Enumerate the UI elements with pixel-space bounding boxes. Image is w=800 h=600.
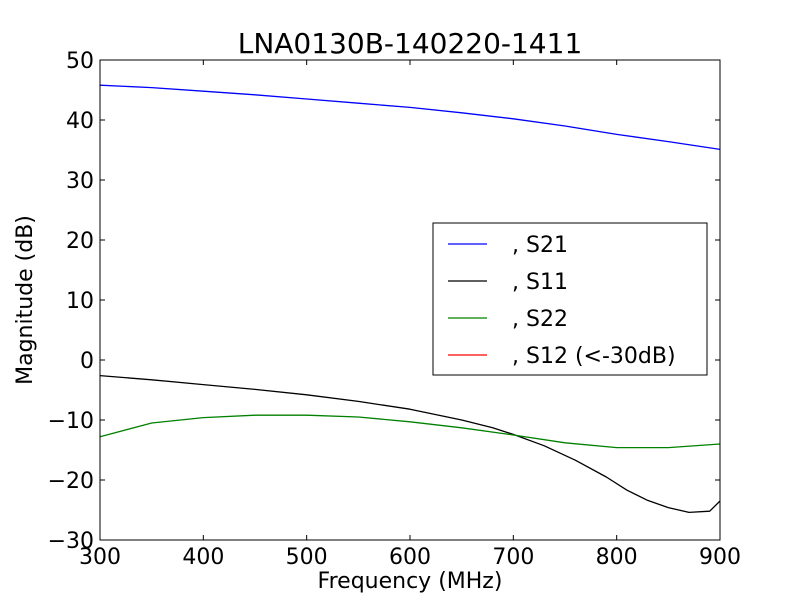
- y-tick-label: −10: [48, 409, 94, 434]
- legend: , S21 , S11 , S22 , S12 (<-30dB): [432, 222, 708, 376]
- legend-label-s12-30db: , S12 (<-30dB): [512, 344, 676, 369]
- legend-label-s11: , S11: [512, 270, 568, 295]
- y-tick-label: 40: [66, 109, 94, 134]
- legend-label-s22: , S22: [512, 307, 568, 332]
- x-tick-label: 500: [286, 545, 328, 570]
- x-tick-label: 800: [596, 545, 638, 570]
- axis-ticks: 300 400 500 600 700 800 900 −30 −20 −10 0 10 20 30 40 5…: [48, 49, 741, 570]
- y-tick-label: 0: [80, 349, 94, 374]
- x-tick-label: 400: [182, 545, 224, 570]
- series-lines: [99, 84, 721, 514]
- legend-label-s21: , S21: [512, 233, 568, 258]
- series-line-s22: [99, 414, 721, 449]
- chart-title: LNA0130B-140220-1411: [238, 27, 583, 60]
- x-tick-label: 300: [79, 545, 121, 570]
- y-tick-label: −20: [48, 469, 94, 494]
- series-line-s11: [99, 374, 721, 514]
- y-tick-label: 30: [66, 169, 94, 194]
- series-line-s21: [99, 84, 721, 151]
- y-axis-label: Magnitude (dB): [13, 215, 38, 385]
- y-tick-label: 50: [66, 49, 94, 74]
- y-tick-label: −30: [48, 529, 94, 554]
- y-tick-label: 20: [66, 229, 94, 254]
- x-axis-label: Frequency (MHz): [318, 569, 503, 594]
- legend-box: [432, 222, 708, 376]
- x-tick-label: 600: [389, 545, 431, 570]
- y-tick-label: 10: [66, 289, 94, 314]
- x-tick-label: 900: [699, 545, 741, 570]
- x-tick-label: 700: [492, 545, 534, 570]
